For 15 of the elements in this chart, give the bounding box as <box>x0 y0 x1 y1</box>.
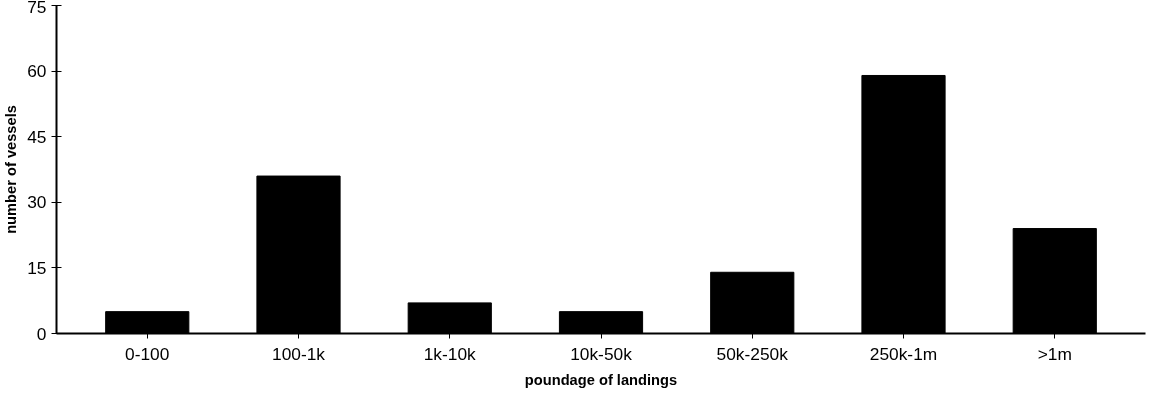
y-tick-label: 60 <box>27 61 47 82</box>
x-tick-label: 100-1k <box>272 343 326 364</box>
x-tick-label: >1m <box>1037 343 1072 364</box>
x-axis-title: poundage of landings <box>524 371 678 388</box>
x-tick-label: 10k-50k <box>570 343 633 364</box>
x-tick-label: 0-100 <box>125 343 170 364</box>
x-tick-label: 1k-10k <box>423 343 477 364</box>
y-axis-title: number of vessels <box>3 105 20 234</box>
y-tick-label: 15 <box>27 257 47 278</box>
y-tick-label: 45 <box>27 126 47 147</box>
y-tick-label: 0 <box>36 323 47 344</box>
x-tick-label: 250k-1m <box>869 343 938 364</box>
y-tick-label: 75 <box>27 0 47 17</box>
y-tick-label: 30 <box>27 192 47 213</box>
x-tick-label: 50k-250k <box>716 343 789 364</box>
